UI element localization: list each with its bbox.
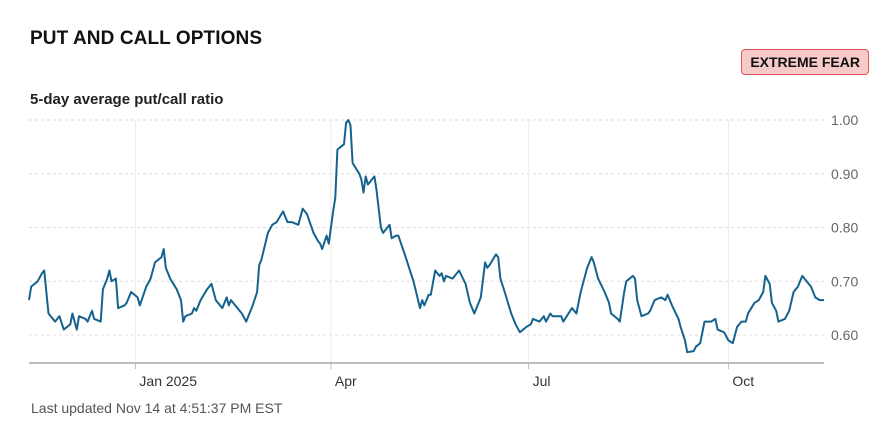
chart-title: 5-day average put/call ratio xyxy=(30,91,224,108)
chart-heading: PUT AND CALL OPTIONS xyxy=(30,28,263,49)
x-tick-label: Apr xyxy=(335,373,357,389)
put-call-ratio-line xyxy=(28,119,824,354)
y-tick-label: 0.70 xyxy=(831,273,858,289)
x-tick-label: Jul xyxy=(533,373,551,389)
last-updated: Last updated Nov 14 at 4:51:37 PM EST xyxy=(31,400,283,416)
horizontal-gridlines xyxy=(29,119,824,336)
sentiment-badge: EXTREME FEAR xyxy=(741,49,869,75)
x-tick-label: Oct xyxy=(732,373,754,389)
x-axis-tick-labels: Jan 2025 Apr Jul Oct xyxy=(139,373,754,389)
y-tick-label: 0.60 xyxy=(831,327,858,343)
y-tick-label: 1.00 xyxy=(831,112,858,128)
vertical-gridlines xyxy=(134,120,729,369)
y-axis-tick-labels: 0.60 0.70 0.80 0.90 1.00 xyxy=(831,112,858,343)
y-tick-label: 0.90 xyxy=(831,166,858,182)
x-tick-label: Jan 2025 xyxy=(139,373,197,389)
y-tick-label: 0.80 xyxy=(831,220,858,236)
